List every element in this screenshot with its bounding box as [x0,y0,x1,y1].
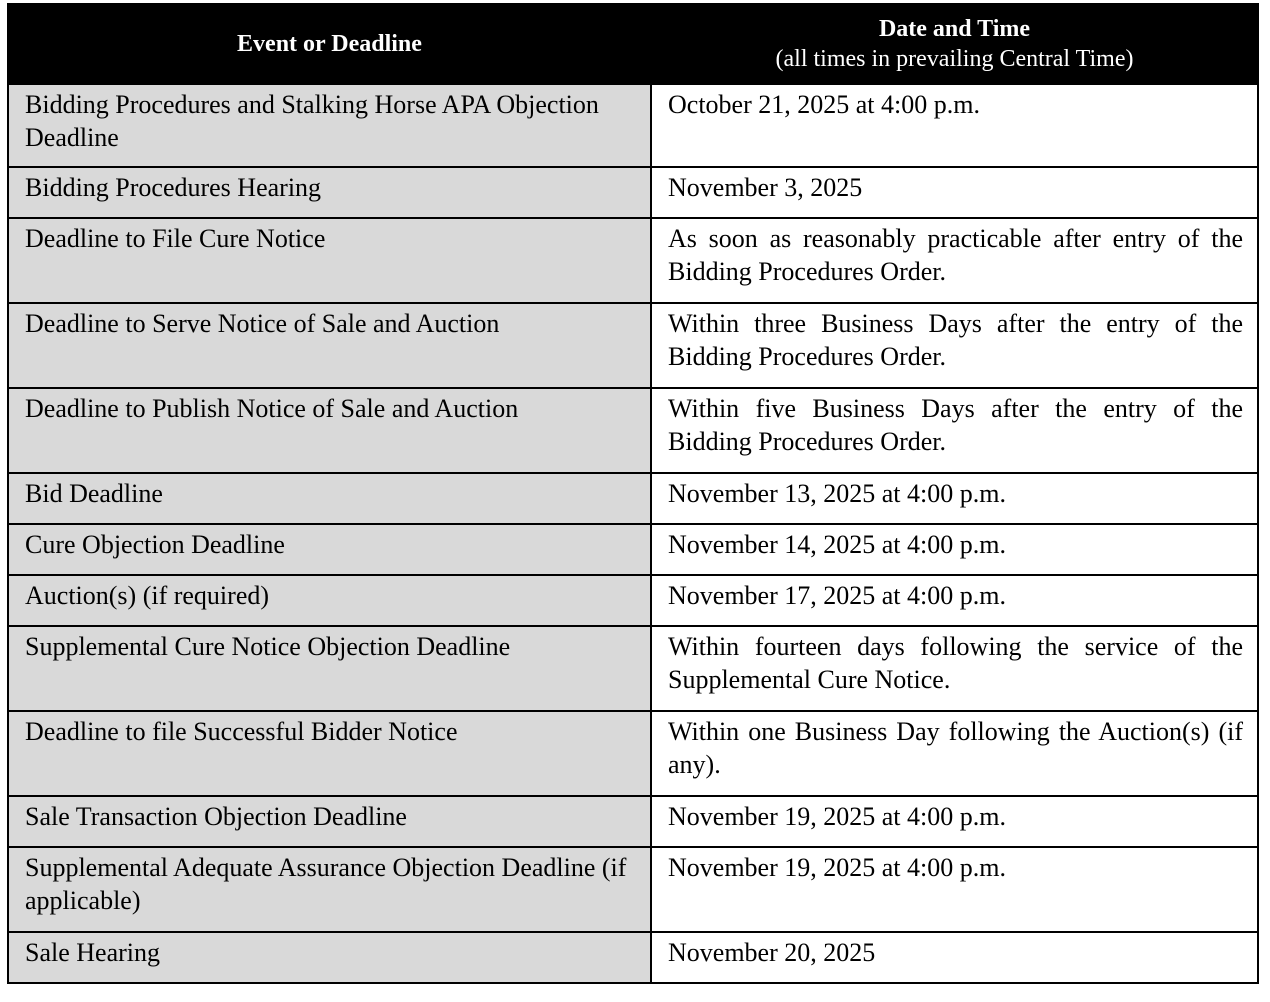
event-cell: Auction(s) (if required) [7,574,652,627]
event-cell: Supplemental Cure Notice Objection Deadl… [7,625,652,712]
date-cell: As soon as reasonably practicable after … [650,217,1259,304]
date-cell: Within five Business Days after the entr… [650,387,1259,474]
header-date-sublabel: (all times in prevailing Central Time) [775,46,1134,72]
date-cell: November 20, 2025 [650,931,1259,984]
event-cell: Deadline to File Cure Notice [7,217,652,304]
table-row: Deadline to Publish Notice of Sale and A… [7,387,1259,474]
event-cell: Deadline to file Successful Bidder Notic… [7,710,652,797]
event-cell: Deadline to Publish Notice of Sale and A… [7,387,652,474]
table-row: Bidding Procedures Hearing November 3, 20… [7,166,1259,219]
header-date: Date and Time (all times in prevailing Ce… [650,3,1259,85]
event-cell: Sale Hearing [7,931,652,984]
table-row: Bid Deadline November 13, 2025 at 4:00 p.… [7,472,1259,525]
table-row: Sale Transaction Objection Deadline Novem… [7,795,1259,848]
event-cell: Bidding Procedures and Stalking Horse AP… [7,83,652,168]
date-cell: November 14, 2025 at 4:00 p.m. [650,523,1259,576]
date-cell: November 19, 2025 at 4:00 p.m. [650,795,1259,848]
table-row: Deadline to File Cure Notice As soon as r… [7,217,1259,304]
date-cell: November 19, 2025 at 4:00 p.m. [650,846,1259,933]
date-cell: Within fourteen days following the servi… [650,625,1259,712]
date-cell: Within three Business Days after the ent… [650,302,1259,389]
schedule-table: Event or Deadline Date and Time (all time… [7,3,1259,984]
event-cell: Sale Transaction Objection Deadline [7,795,652,848]
date-cell: November 17, 2025 at 4:00 p.m. [650,574,1259,627]
event-cell: Deadline to Serve Notice of Sale and Auc… [7,302,652,389]
date-cell: November 3, 2025 [650,166,1259,219]
table-row: Deadline to Serve Notice of Sale and Auc… [7,302,1259,389]
date-cell: November 13, 2025 at 4:00 p.m. [650,472,1259,525]
date-cell: Within one Business Day following the Au… [650,710,1259,797]
header-row: Event or Deadline Date and Time (all time… [7,3,1259,85]
table-row: Supplemental Cure Notice Objection Deadl… [7,625,1259,712]
header-date-label: Date and Time [878,16,1031,42]
table-row: Auction(s) (if required) November 17, 202… [7,574,1259,627]
event-cell: Bidding Procedures Hearing [7,166,652,219]
table-row: Bidding Procedures and Stalking Horse AP… [7,83,1259,168]
header-event: Event or Deadline [7,3,652,85]
date-cell: October 21, 2025 at 4:00 p.m. [650,83,1259,168]
table-row: Cure Objection Deadline November 14, 2025… [7,523,1259,576]
event-cell: Bid Deadline [7,472,652,525]
table-row: Supplemental Adequate Assurance Objectio… [7,846,1259,933]
event-cell: Cure Objection Deadline [7,523,652,576]
event-cell: Supplemental Adequate Assurance Objectio… [7,846,652,933]
header-event-label: Event or Deadline [237,31,422,57]
table-row: Deadline to file Successful Bidder Notic… [7,710,1259,797]
table-row: Sale Hearing November 20, 2025 [7,931,1259,984]
